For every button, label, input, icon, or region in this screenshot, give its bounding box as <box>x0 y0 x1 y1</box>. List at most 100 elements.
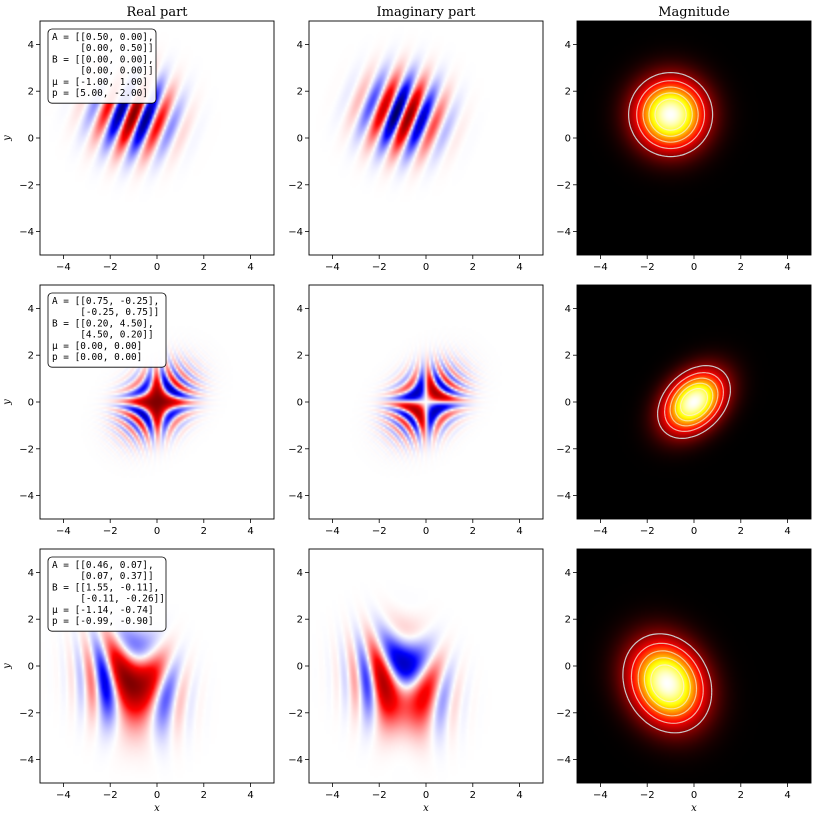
y-tick-label: 2 <box>565 615 571 626</box>
panel-r1-c2: −4 −2 0 2 4 4 2 0 −2 −4 Imaginary part <box>288 5 544 273</box>
x-tick-label: −2 <box>372 262 387 273</box>
y-tick-label: 4 <box>565 568 571 579</box>
annotation-line: [0.07, 0.37]] <box>52 571 154 582</box>
x-tick-label: −4 <box>325 262 340 273</box>
x-tick-label: 2 <box>738 262 744 273</box>
panel-r3-c2: −4 −2 0 2 4 4 2 0 −2 −4 x <box>288 548 544 814</box>
contour-level-5 <box>680 388 708 416</box>
x-tick-label: 4 <box>784 262 790 273</box>
heatmap-imag-r3 <box>309 549 543 783</box>
x-tick-label: 4 <box>516 262 522 273</box>
y-tick-label: 0 <box>297 398 303 409</box>
y-tick-label: −4 <box>19 755 34 766</box>
y-tick-label: 4 <box>565 304 571 315</box>
x-tick-label: 0 <box>154 262 160 273</box>
y-tick-label: 0 <box>28 662 34 673</box>
x-tick-label: 4 <box>516 790 522 801</box>
contour-level-2 <box>630 642 704 724</box>
x-tick-label: 4 <box>784 526 790 537</box>
x-tick-label: 0 <box>154 790 160 801</box>
annotation-line: B = [[1.55, -0.11], <box>52 582 159 593</box>
contour-level-4 <box>648 92 693 137</box>
heatmap-abs-r3 <box>577 549 811 783</box>
x-tick-label: −4 <box>593 790 608 801</box>
y-tick-label: 4 <box>297 568 303 579</box>
panel-r3-c3: −4 −2 0 2 4 4 2 0 −2 −4 x <box>556 548 812 814</box>
heatmap-imag-r1 <box>309 21 543 255</box>
panel-title: Magnitude <box>658 5 730 20</box>
annotation-line: [0.00, 0.00]] <box>52 66 154 77</box>
panel-title: Imaginary part <box>376 5 476 20</box>
x-tick-label: −2 <box>640 790 655 801</box>
x-tick-label: 0 <box>423 790 429 801</box>
annotation-line: [4.50, 0.20]] <box>52 330 154 341</box>
y-tick-label: 0 <box>28 398 34 409</box>
y-tick-label: 2 <box>297 351 303 362</box>
annotation-line: p = [0.00, 0.00] <box>52 352 142 363</box>
y-tick-label: −4 <box>19 491 34 502</box>
panel-r2-c2: −4 −2 0 2 4 4 2 0 −2 −4 <box>288 284 544 537</box>
annotation-line: μ = [-1.14, -0.74] <box>52 605 154 616</box>
x-tick-label: −2 <box>640 262 655 273</box>
y-tick-label: 2 <box>297 615 303 626</box>
contour-level-3 <box>637 650 698 717</box>
parameter-annotation: A = [[0.50, 0.00], [0.00, 0.50]]B = [[0.… <box>47 28 157 104</box>
x-tick-label: 4 <box>516 526 522 537</box>
y-tick-label: −4 <box>19 227 34 238</box>
y-tick-label: −2 <box>19 708 34 719</box>
annotation-line: μ = [0.00, 0.00] <box>52 341 142 352</box>
panel-r1-c1: −4 −2 0 2 4 4 2 0 −2 −4 Real part y A = [[0.50, 0.00… <box>2 5 275 273</box>
contours-r2 <box>657 365 731 439</box>
y-tick-label: −2 <box>288 708 303 719</box>
x-tick-label: 2 <box>738 790 744 801</box>
annotation-line: [-0.11, -0.26]] <box>52 594 165 605</box>
y-tick-label: −2 <box>556 180 571 191</box>
annotation-line: A = [[0.75, -0.25], <box>52 296 159 307</box>
annotation-box <box>47 28 157 104</box>
x-axis-label: x <box>691 803 697 814</box>
panel-r2-c3: −4 −2 0 2 4 4 2 0 −2 −4 <box>556 284 812 537</box>
annotation-line: A = [[0.50, 0.00], <box>52 32 154 43</box>
y-axis-label: y <box>2 135 13 142</box>
contour-level-5 <box>650 664 685 703</box>
contour-level-1 <box>628 72 714 158</box>
y-tick-label: 4 <box>28 40 34 51</box>
y-tick-label: 0 <box>297 134 303 145</box>
annotation-line: B = [[0.20, 4.50], <box>52 318 154 329</box>
x-tick-label: −4 <box>56 262 71 273</box>
x-tick-label: 0 <box>691 790 697 801</box>
contour-level-3 <box>642 86 699 143</box>
x-tick-label: 0 <box>691 262 697 273</box>
x-axis-label: x <box>423 803 429 814</box>
x-tick-label: 2 <box>201 790 207 801</box>
annotation-line: [0.00, 0.50]] <box>52 43 154 54</box>
x-tick-label: 4 <box>784 790 790 801</box>
y-tick-label: 2 <box>565 351 571 362</box>
x-tick-label: 4 <box>247 526 253 537</box>
x-tick-label: 2 <box>201 262 207 273</box>
parameter-annotation: A = [[0.46, 0.07], [0.07, 0.37]]B = [[1.… <box>47 556 167 632</box>
contour-level-3 <box>669 377 719 427</box>
y-tick-label: 2 <box>28 351 34 362</box>
y-tick-label: −4 <box>288 755 303 766</box>
y-tick-label: −4 <box>288 491 303 502</box>
y-tick-label: 4 <box>297 40 303 51</box>
y-tick-label: −2 <box>556 708 571 719</box>
heatmap-abs-r2 <box>577 285 811 519</box>
y-tick-label: 2 <box>297 87 303 98</box>
x-tick-label: −4 <box>56 526 71 537</box>
y-tick-label: −4 <box>556 491 571 502</box>
contour-level-1 <box>657 365 731 439</box>
heatmap-imag-r2 <box>309 285 543 519</box>
panel-r2-c1: −4 −2 0 2 4 4 2 0 −2 −4 y A = [[0.75, -0.25], [-0.2… <box>2 284 275 537</box>
panel-r1-c3: −4 −2 0 2 4 4 2 0 −2 −4 Magnitude <box>556 5 812 273</box>
y-tick-label: 2 <box>565 87 571 98</box>
annotation-line: p = [-0.99, -0.90] <box>52 616 154 627</box>
y-tick-label: 0 <box>28 134 34 145</box>
contour-level-2 <box>664 372 724 432</box>
annotation-line: p = [5.00, -2.00] <box>52 88 148 99</box>
y-tick-label: −2 <box>19 444 34 455</box>
y-tick-label: −2 <box>288 180 303 191</box>
x-tick-label: −2 <box>372 790 387 801</box>
